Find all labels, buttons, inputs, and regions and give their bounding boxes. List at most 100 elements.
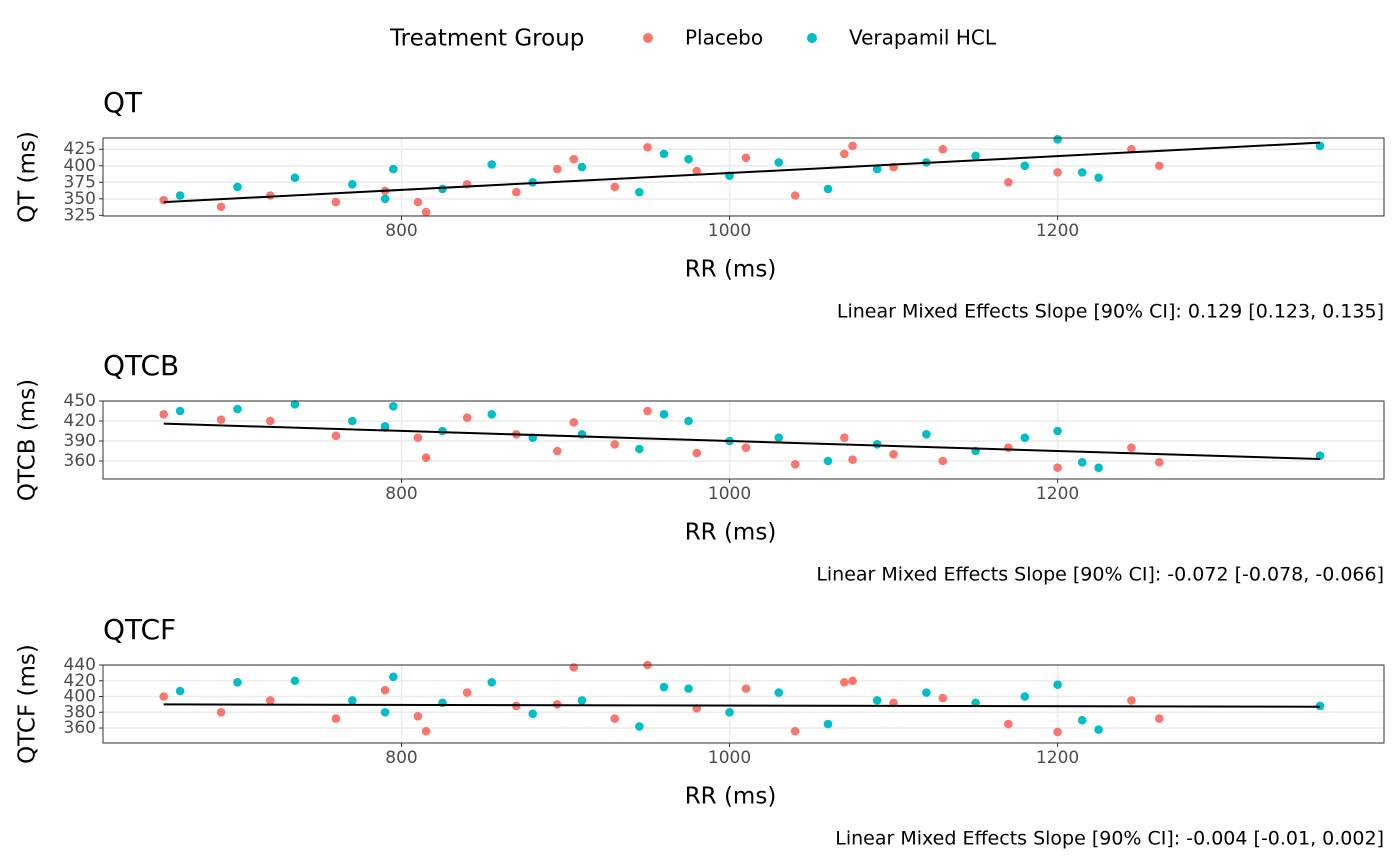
y-tick-label: 360 [64,451,96,471]
point [1004,177,1013,187]
point [971,151,980,161]
point [1154,161,1164,171]
point [741,684,751,693]
point [421,207,431,217]
point [389,164,398,174]
point [1094,173,1103,182]
point [610,440,620,449]
point [635,722,644,731]
point [577,162,587,172]
x-tick-label: 1200 [1036,221,1079,241]
point [553,446,562,456]
y-tick-label: 390 [64,431,96,451]
point [487,160,497,169]
point [872,696,882,705]
y-axis-label: QTCB (ms) [15,379,41,501]
point [331,714,341,723]
point [922,430,931,439]
point [1077,168,1087,177]
point [848,141,857,151]
point [610,714,620,723]
point [528,709,538,719]
point [922,688,931,697]
point [1077,715,1087,725]
point [348,416,357,426]
point [421,453,431,462]
point [1094,463,1103,472]
point [553,164,562,174]
y-tick-label: 325 [64,205,96,225]
trend-line [163,422,1321,460]
point [380,707,390,717]
point [413,197,423,207]
point [610,182,620,192]
point [290,400,300,409]
point [635,444,644,454]
point [487,678,497,687]
point [790,726,800,736]
point [1127,696,1136,705]
legend-label: Verapamil HCL [849,26,997,50]
x-axis-label: RR (ms) [685,784,777,810]
annotation: Linear Mixed Effects Slope [90% CI]: -0.… [835,828,1384,850]
point [1053,168,1062,177]
y-tick-label: 440 [64,655,96,675]
y-axis-label: QTCF (ms) [15,644,41,764]
point [823,456,833,466]
point [1094,725,1103,734]
point [1053,463,1062,472]
point [577,696,587,705]
point [1053,135,1062,144]
point [1004,443,1013,452]
point [643,142,652,152]
legend-title: Treatment Group [389,26,584,52]
point [380,422,390,431]
point [175,191,185,200]
x-tick-label: 1000 [708,484,751,504]
y-tick-label: 380 [64,702,96,722]
point [848,676,857,686]
point [790,191,800,200]
point [774,688,784,697]
legend-marker [807,33,817,43]
point [266,696,275,705]
point [233,678,242,687]
point [1154,714,1164,723]
point [569,418,579,427]
point [684,154,693,164]
point [421,726,431,736]
point [159,195,168,205]
point [512,187,521,197]
point [389,402,398,411]
point [1053,680,1062,689]
legend-label: Placebo [685,26,763,50]
point [216,707,226,717]
point [233,182,242,192]
y-tick-label: 360 [64,718,96,738]
point [348,179,357,189]
point [1127,443,1136,452]
point [840,149,849,159]
x-tick-label: 800 [385,484,417,504]
point [635,187,644,197]
point [175,686,185,696]
point [331,431,341,440]
point [840,678,849,687]
point [389,672,398,682]
legend-marker [643,33,653,43]
y-tick-label: 375 [64,172,96,192]
point [774,158,784,167]
x-tick-label: 800 [385,748,417,768]
panel-title: QTCB [103,349,179,382]
point [659,410,669,419]
point [823,184,833,194]
point [1053,426,1062,436]
x-tick-label: 1000 [708,221,751,241]
y-tick-label: 425 [64,139,96,159]
y-tick-label: 420 [64,411,96,431]
x-axis-label: RR (ms) [685,520,777,546]
x-tick-label: 1200 [1036,484,1079,504]
point [438,426,447,436]
point [1004,719,1013,729]
point [741,153,751,163]
